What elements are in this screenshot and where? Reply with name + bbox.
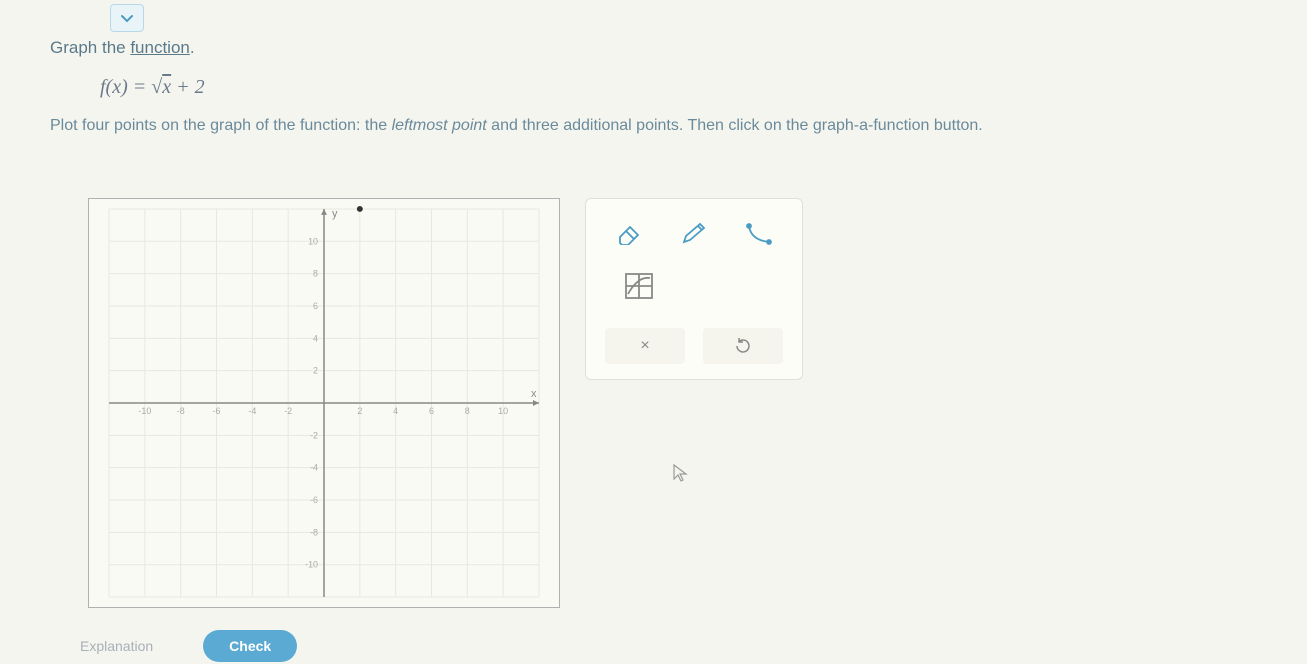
prompt2-post: and three additional points. Then click …	[487, 117, 983, 134]
tool-row-1	[596, 214, 792, 254]
svg-text:4: 4	[393, 406, 398, 416]
svg-text:10: 10	[308, 236, 318, 246]
coordinate-plane[interactable]: -10 -8 -6 -4 -2 2 4 6 8 10 -10 -8 -6 -4 -2 2 4 6 8 10 y x	[89, 199, 559, 607]
svg-text:2: 2	[357, 406, 362, 416]
svg-text:-6: -6	[213, 406, 221, 416]
bottom-bar: Explanation Check	[80, 630, 297, 662]
equation-radicand: x	[162, 76, 171, 98]
question-area: Graph the function. f(x) = √x + 2 Plot f…	[50, 38, 1277, 160]
svg-text:y: y	[332, 208, 338, 220]
curve-tool[interactable]	[734, 214, 784, 254]
svg-text:8: 8	[465, 406, 470, 416]
explanation-link[interactable]: Explanation	[80, 638, 153, 654]
equation-lhs: f(x) =	[100, 76, 151, 98]
svg-text:6: 6	[313, 301, 318, 311]
prompt-text: Graph the	[50, 38, 130, 57]
prompt2-pre: Plot four points on the graph of the fun…	[50, 117, 392, 134]
graph-a-function-button[interactable]	[614, 266, 664, 306]
prompt-text-post: .	[190, 38, 195, 57]
check-button[interactable]: Check	[203, 630, 297, 662]
action-row: ×	[596, 318, 792, 364]
tool-palette: ×	[585, 198, 803, 380]
svg-text:-8: -8	[310, 527, 318, 537]
cursor-icon	[672, 463, 688, 488]
svg-text:4: 4	[313, 333, 318, 343]
pencil-tool[interactable]	[669, 214, 719, 254]
equation: f(x) = √x + 2	[100, 76, 1277, 99]
function-link[interactable]: function	[130, 38, 190, 57]
svg-text:-2: -2	[284, 406, 292, 416]
collapse-toggle[interactable]	[110, 4, 144, 32]
clear-button[interactable]: ×	[605, 328, 685, 364]
svg-text:6: 6	[429, 406, 434, 416]
eraser-tool[interactable]	[604, 214, 654, 254]
reset-button[interactable]	[703, 328, 783, 364]
prompt2-em: leftmost point	[392, 117, 487, 134]
prompt-line-2: Plot four points on the graph of the fun…	[50, 117, 1277, 135]
svg-text:-6: -6	[310, 495, 318, 505]
sqrt-symbol: √	[151, 76, 162, 98]
svg-text:x: x	[531, 388, 537, 400]
svg-text:10: 10	[498, 406, 508, 416]
svg-text:-4: -4	[310, 463, 318, 473]
prompt-line-1: Graph the function.	[50, 38, 1277, 58]
svg-text:-8: -8	[177, 406, 185, 416]
svg-text:8: 8	[313, 269, 318, 279]
svg-text:-10: -10	[138, 406, 151, 416]
clear-icon: ×	[640, 337, 649, 355]
svg-text:2: 2	[313, 366, 318, 376]
svg-text:-4: -4	[248, 406, 256, 416]
tool-row-2	[596, 266, 792, 306]
svg-text:-2: -2	[310, 430, 318, 440]
equation-offset: + 2	[171, 76, 205, 98]
svg-text:-10: -10	[305, 560, 318, 570]
reset-icon	[734, 337, 752, 355]
graph-canvas[interactable]: -10 -8 -6 -4 -2 2 4 6 8 10 -10 -8 -6 -4 -2 2 4 6 8 10 y x	[88, 198, 560, 608]
